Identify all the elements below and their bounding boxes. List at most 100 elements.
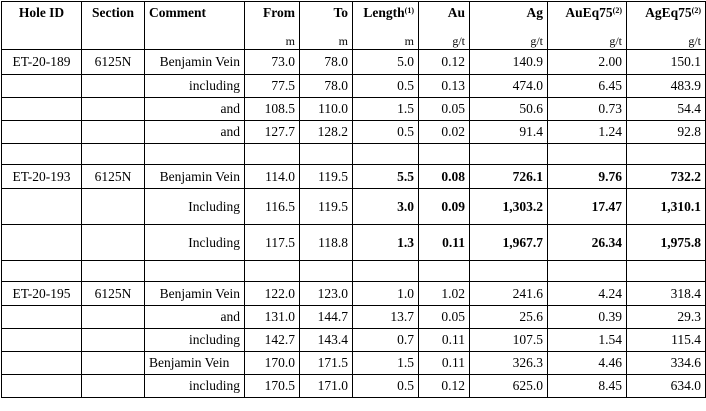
cell-hole	[1, 97, 82, 121]
cell-au: 0.13	[418, 74, 470, 98]
cell-comment: Including	[144, 224, 245, 261]
spacer-cell	[418, 260, 470, 282]
spacer-cell	[469, 143, 548, 165]
col-section: Section	[81, 1, 145, 31]
cell-to: 144.7	[299, 305, 353, 329]
cell-hole: ET-20-193	[1, 164, 82, 189]
cell-comment: Benjamin Vein	[144, 164, 245, 189]
spacer-cell	[626, 260, 706, 282]
table-body: ET-20-189 6125N Benjamin Vein 73.0 78.0 5.0 0.…	[1, 49, 706, 398]
cell-from: 77.5	[244, 74, 300, 98]
unit-cell: g/t	[469, 30, 548, 50]
spacer-cell	[469, 260, 548, 282]
cell-ag: 107.5	[469, 328, 548, 352]
table-row: ET-20-193 6125N Benjamin Vein 114.0 119.5 5.5…	[1, 164, 706, 189]
spacer-cell	[352, 260, 419, 282]
cell-section	[81, 188, 145, 225]
cell-ageq: 29.3	[626, 305, 706, 329]
cell-ag: 241.6	[469, 281, 548, 306]
cell-ag: 1,303.2	[469, 188, 548, 225]
spacer-cell	[418, 143, 470, 165]
cell-ageq: 318.4	[626, 281, 706, 306]
cell-ag: 91.4	[469, 120, 548, 144]
cell-to: 171.5	[299, 351, 353, 375]
cell-to: 119.5	[299, 188, 353, 225]
cell-ageq: 1,310.1	[626, 188, 706, 225]
cell-from: 127.7	[244, 120, 300, 144]
spacer-cell	[244, 260, 300, 282]
cell-aueq: 4.24	[547, 281, 627, 306]
cell-length: 0.5	[352, 74, 419, 98]
cell-au: 0.12	[418, 49, 470, 75]
cell-comment: and	[144, 97, 245, 121]
unit-cell: m	[299, 30, 353, 50]
cell-from: 117.5	[244, 224, 300, 261]
spacer-cell	[81, 143, 145, 165]
cell-section	[81, 74, 145, 98]
cell-hole: ET-20-189	[1, 49, 82, 75]
cell-from: 170.5	[244, 374, 300, 398]
cell-section	[81, 224, 145, 261]
cell-from: 73.0	[244, 49, 300, 75]
spacer-cell	[1, 143, 82, 165]
cell-length: 0.5	[352, 374, 419, 398]
cell-hole	[1, 188, 82, 225]
cell-length: 1.5	[352, 351, 419, 375]
spacer-row	[1, 143, 706, 165]
cell-comment: and	[144, 120, 245, 144]
cell-to: 78.0	[299, 49, 353, 75]
cell-aueq: 6.45	[547, 74, 627, 98]
unit-cell: g/t	[418, 30, 470, 50]
table-row: including 77.5 78.0 0.5 0.13 474.0 6.45 483.9	[1, 74, 706, 98]
spacer-cell	[299, 143, 353, 165]
length-footnote: (1)	[404, 6, 414, 15]
cell-to: 78.0	[299, 74, 353, 98]
table-row: ET-20-189 6125N Benjamin Vein 73.0 78.0 5.0 0.…	[1, 49, 706, 75]
cell-aueq: 1.24	[547, 120, 627, 144]
spacer-cell	[352, 143, 419, 165]
cell-hole	[1, 328, 82, 352]
cell-section	[81, 97, 145, 121]
table-row: Benjamin Vein 170.0 171.5 1.5 0.11 326.3 4.46 3…	[1, 351, 706, 375]
cell-au: 0.12	[418, 374, 470, 398]
cell-ag: 1,967.7	[469, 224, 548, 261]
cell-length: 3.0	[352, 188, 419, 225]
cell-from: 114.0	[244, 164, 300, 189]
col-ag: Ag	[469, 1, 548, 31]
cell-ageq: 732.2	[626, 164, 706, 189]
cell-ag: 140.9	[469, 49, 548, 75]
spacer-row	[1, 260, 706, 282]
cell-ag: 25.6	[469, 305, 548, 329]
cell-hole	[1, 120, 82, 144]
cell-au: 0.05	[418, 97, 470, 121]
cell-comment: Benjamin Vein	[144, 281, 245, 306]
cell-hole: ET-20-195	[1, 281, 82, 306]
cell-comment: including	[144, 374, 245, 398]
cell-from: 108.5	[244, 97, 300, 121]
cell-section	[81, 374, 145, 398]
spacer-cell	[547, 260, 627, 282]
unit-row: m m m g/t g/t g/t g/t	[1, 30, 706, 50]
cell-from: 122.0	[244, 281, 300, 306]
cell-comment: Benjamin Vein	[144, 351, 245, 375]
cell-ag: 326.3	[469, 351, 548, 375]
header-row: Hole ID Section Comment From To Length(1…	[1, 1, 706, 31]
cell-hole	[1, 74, 82, 98]
cell-to: 118.8	[299, 224, 353, 261]
cell-section: 6125N	[81, 281, 145, 306]
cell-aueq: 0.73	[547, 97, 627, 121]
cell-comment: including	[144, 328, 245, 352]
cell-to: 119.5	[299, 164, 353, 189]
cell-aueq: 1.54	[547, 328, 627, 352]
table-row: and 108.5 110.0 1.5 0.05 50.6 0.73 54.4	[1, 97, 706, 121]
cell-comment: Including	[144, 188, 245, 225]
unit-cell	[81, 30, 145, 50]
cell-aueq: 2.00	[547, 49, 627, 75]
cell-length: 1.0	[352, 281, 419, 306]
cell-aueq: 4.46	[547, 351, 627, 375]
cell-ag: 50.6	[469, 97, 548, 121]
cell-section: 6125N	[81, 49, 145, 75]
cell-aueq: 17.47	[547, 188, 627, 225]
cell-au: 0.05	[418, 305, 470, 329]
cell-to: 128.2	[299, 120, 353, 144]
